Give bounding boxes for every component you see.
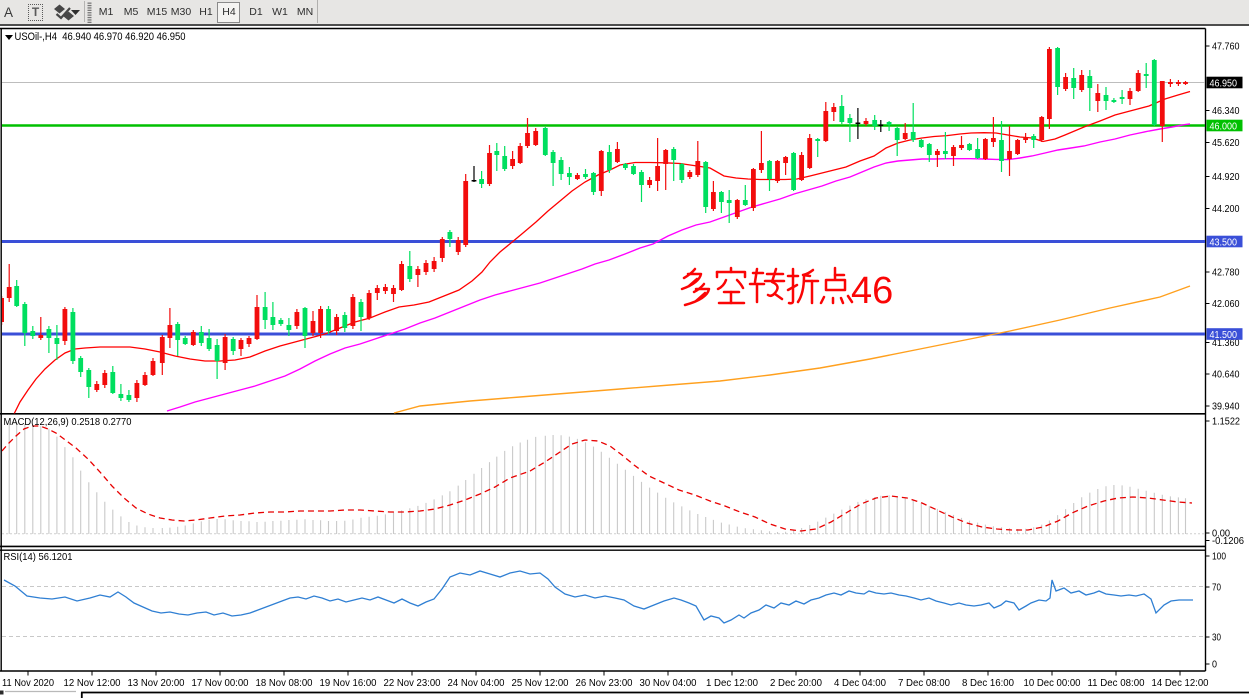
svg-text:39.940: 39.940 (1212, 402, 1240, 413)
svg-text:11 Nov 2020: 11 Nov 2020 (2, 678, 54, 689)
svg-text:100: 100 (1212, 552, 1226, 563)
svg-text:26 Nov 23:00: 26 Nov 23:00 (576, 678, 633, 689)
svg-text:47.760: 47.760 (1212, 42, 1240, 53)
svg-text:8 Dec 16:00: 8 Dec 16:00 (962, 678, 1014, 689)
svg-text:24 Nov 04:00: 24 Nov 04:00 (448, 678, 505, 689)
svg-text:17 Nov 00:00: 17 Nov 00:00 (192, 678, 249, 689)
svg-text:4 Dec 04:00: 4 Dec 04:00 (834, 678, 886, 689)
svg-text:0.00: 0.00 (1212, 529, 1231, 540)
svg-text:30 Nov 04:00: 30 Nov 04:00 (640, 678, 697, 689)
svg-text:22 Nov 23:00: 22 Nov 23:00 (384, 678, 441, 689)
svg-text:43.500: 43.500 (1210, 237, 1238, 248)
svg-text:42.780: 42.780 (1212, 268, 1240, 279)
svg-text:46.340: 46.340 (1212, 106, 1240, 117)
svg-text:46: 46 (851, 270, 893, 312)
svg-text:13 Nov 20:00: 13 Nov 20:00 (128, 678, 185, 689)
svg-text:1 Dec 12:00: 1 Dec 12:00 (706, 678, 758, 689)
svg-text:11 Dec 08:00: 11 Dec 08:00 (1088, 678, 1145, 689)
svg-text:46.950: 46.950 (1210, 78, 1238, 89)
svg-text:RSI(14) 56.1201: RSI(14) 56.1201 (4, 551, 73, 563)
svg-text:45.620: 45.620 (1212, 138, 1240, 149)
svg-text:14 Dec 12:00: 14 Dec 12:00 (1152, 678, 1209, 689)
svg-text:41.500: 41.500 (1210, 330, 1238, 341)
svg-text:12 Nov 12:00: 12 Nov 12:00 (64, 678, 121, 689)
svg-text:10 Dec 00:00: 10 Dec 00:00 (1024, 678, 1081, 689)
svg-text:41.360: 41.360 (1212, 338, 1240, 349)
svg-text:19 Nov 16:00: 19 Nov 16:00 (320, 678, 377, 689)
svg-text:40.640: 40.640 (1212, 370, 1240, 381)
svg-text:25 Nov 12:00: 25 Nov 12:00 (512, 678, 569, 689)
svg-text:MACD(12,26,9) 0.2518 0.2770: MACD(12,26,9) 0.2518 0.2770 (4, 416, 132, 428)
svg-text:0: 0 (1212, 660, 1218, 671)
svg-text:1.1522: 1.1522 (1212, 417, 1240, 428)
svg-text:44.920: 44.920 (1212, 172, 1240, 183)
svg-text:46.000: 46.000 (1210, 121, 1238, 132)
svg-text:7 Dec 08:00: 7 Dec 08:00 (898, 678, 950, 689)
svg-text:-0.1206: -0.1206 (1212, 536, 1245, 547)
svg-text:USOil-,H4 46.940 46.970 46.92: USOil-,H4 46.940 46.970 46.920 46.950 (15, 31, 186, 43)
svg-text:70: 70 (1212, 583, 1221, 594)
svg-text:44.200: 44.200 (1212, 204, 1240, 215)
svg-text:2 Dec 20:00: 2 Dec 20:00 (770, 678, 822, 689)
svg-text:42.060: 42.060 (1212, 299, 1240, 310)
svg-text:18 Nov 08:00: 18 Nov 08:00 (256, 678, 313, 689)
svg-text:30: 30 (1212, 633, 1221, 644)
